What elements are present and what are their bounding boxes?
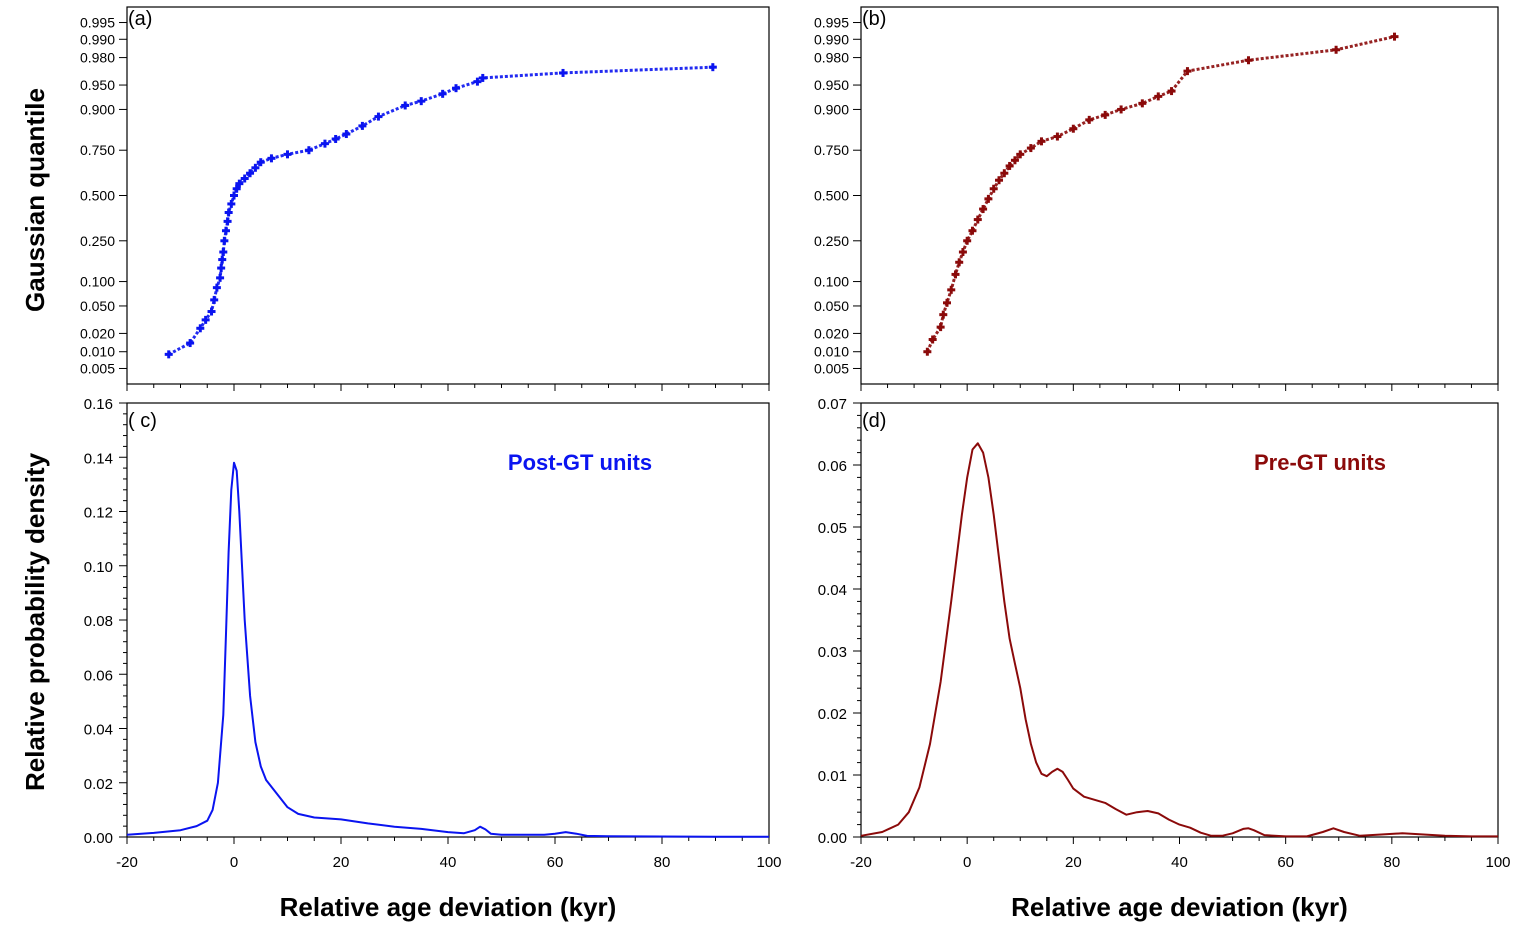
plot-frame-d (860, 402, 1499, 838)
y-tick-label-b-12: 0.995 (814, 15, 849, 31)
x-tick-label-d-1: 0 (963, 854, 971, 871)
y-tick-label-d-6: 0.06 (818, 458, 847, 475)
y-tick-label-a-3: 0.050 (80, 298, 115, 314)
y-tick-label-b-7: 0.750 (814, 142, 849, 158)
y-tick-label-d-2: 0.02 (818, 706, 847, 723)
y-tick-label-a-12: 0.995 (80, 15, 115, 31)
x-tick-label-d-6: 100 (1485, 854, 1510, 871)
x-tick-label-c-1: 0 (230, 854, 238, 871)
density-curve-d (860, 442, 1498, 838)
data-trace-b (926, 35, 1395, 353)
y-tick-label-a-9: 0.950 (80, 77, 115, 93)
x-tick-label-c-4: 60 (547, 854, 564, 871)
y-tick-label-a-6: 0.500 (80, 188, 115, 204)
series-label-d: Pre-GT units (1254, 450, 1386, 475)
y-tick-label-a-11: 0.990 (80, 31, 115, 47)
y-axis-title-bottom: Relative probability density (20, 452, 50, 791)
y-tick-label-b-2: 0.020 (814, 325, 849, 341)
y-tick-label-d-0: 0.00 (818, 830, 847, 847)
y-tick-label-b-4: 0.100 (814, 274, 849, 290)
y-tick-label-c-5: 0.10 (84, 559, 113, 576)
x-axis-title-d: Relative age deviation (kyr) (1011, 892, 1348, 922)
x-tick-label-d-0: -20 (850, 854, 872, 871)
data-point-a-20 (246, 169, 255, 178)
y-tick-label-c-4: 0.08 (84, 613, 113, 630)
y-tick-label-c-0: 0.00 (84, 830, 113, 847)
x-tick-label-c-3: 40 (440, 854, 457, 871)
series-label-c: Post-GT units (508, 450, 652, 475)
y-tick-label-d-5: 0.05 (818, 520, 847, 537)
y-tick-label-b-3: 0.050 (814, 298, 849, 314)
x-tick-label-c-5: 80 (654, 854, 671, 871)
y-tick-label-b-1: 0.010 (814, 344, 849, 360)
y-tick-label-c-8: 0.16 (84, 396, 113, 413)
y-tick-label-a-8: 0.900 (80, 101, 115, 117)
panel-c-density-plot: -20 0 20 40 60 80 100 Relative age deviation (k… (84, 396, 782, 922)
x-tick-label-d-3: 40 (1171, 854, 1188, 871)
x-tick-label-d-4: 60 (1277, 854, 1294, 871)
panel-label-a: (a) (128, 8, 152, 30)
y-tick-label-b-9: 0.950 (814, 77, 849, 93)
x-tick-label-c-2: 20 (333, 854, 350, 871)
y-tick-label-c-2: 0.04 (84, 722, 113, 739)
x-tick-label-c-0: -20 (116, 854, 138, 871)
y-tick-label-c-6: 0.12 (84, 505, 113, 522)
y-tick-label-b-10: 0.980 (814, 50, 849, 66)
x-tick-label-c-6: 100 (756, 854, 781, 871)
y-tick-label-c-7: 0.14 (84, 450, 113, 467)
y-tick-label-d-3: 0.03 (818, 644, 847, 661)
y-tick-label-a-0: 0.005 (80, 360, 115, 376)
data-point-b-17 (1005, 161, 1014, 170)
y-tick-label-d-7: 0.07 (818, 396, 847, 413)
y-tick-label-a-4: 0.100 (80, 274, 115, 290)
panel-label-d: (d) (862, 410, 886, 432)
plot-frame-c (126, 402, 770, 838)
x-axis-title-c: Relative age deviation (kyr) (280, 892, 617, 922)
y-tick-label-b-11: 0.990 (814, 31, 849, 47)
density-curve-c (126, 461, 769, 838)
y-tick-label-b-6: 0.500 (814, 188, 849, 204)
plot-frame-a (126, 6, 770, 385)
y-tick-label-c-3: 0.06 (84, 667, 113, 684)
y-tick-label-a-1: 0.010 (80, 344, 115, 360)
x-tick-label-d-2: 20 (1065, 854, 1082, 871)
y-tick-label-d-4: 0.04 (818, 582, 847, 599)
y-tick-label-d-1: 0.01 (818, 768, 847, 785)
y-axis-title-top: Gaussian quantile (20, 88, 50, 312)
data-trace-a (167, 65, 713, 356)
y-tick-label-a-2: 0.020 (80, 325, 115, 341)
y-tick-label-b-5: 0.250 (814, 233, 849, 249)
panel-d-density-plot: -20 0 20 40 60 80 100 Relative age deviation (k… (818, 396, 1511, 922)
y-tick-label-b-0: 0.005 (814, 360, 849, 376)
x-tick-label-d-5: 80 (1383, 854, 1400, 871)
panel-label-b: (b) (862, 8, 886, 30)
y-tick-label-a-5: 0.250 (80, 233, 115, 249)
y-tick-label-a-7: 0.750 (80, 142, 115, 158)
y-tick-label-c-1: 0.02 (84, 776, 113, 793)
panel-label-c: ( c) (128, 410, 157, 432)
plot-frame-b (860, 6, 1499, 385)
y-tick-label-a-10: 0.980 (80, 50, 115, 66)
y-tick-label-b-8: 0.900 (814, 101, 849, 117)
